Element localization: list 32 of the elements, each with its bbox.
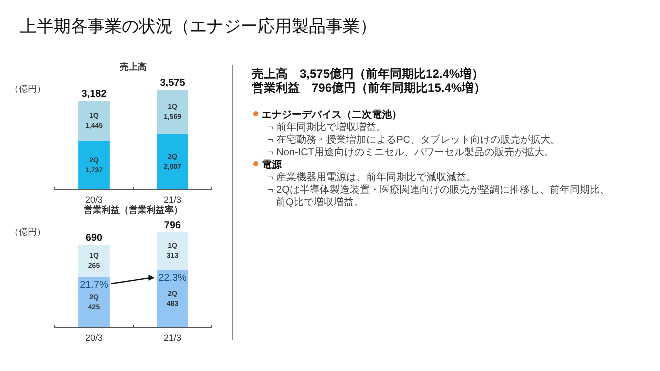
text: エナジーデバイス（二次電池） xyxy=(262,109,402,121)
bar xyxy=(157,90,188,134)
bar xyxy=(157,270,188,328)
y-axis-title: （億円） xyxy=(10,84,46,94)
x-tick-label: 20/3 xyxy=(85,333,104,343)
text: ¬ 2Qは半導体製造装置・医療関連向けの販売が堅調に推移し、前年同期比、 xyxy=(268,184,610,196)
x-tick-label: 21/3 xyxy=(164,195,182,205)
total-label: 3,575 xyxy=(160,78,186,89)
bar xyxy=(157,134,188,190)
text: 電源 xyxy=(262,159,283,171)
total-label: 690 xyxy=(86,233,104,244)
text: 前Q比で増収増益。 xyxy=(276,196,364,208)
text: ¬ 前年同期比で増収増益。 xyxy=(268,122,387,134)
bar xyxy=(78,141,110,190)
bar xyxy=(157,232,188,270)
annotation: 21.7% xyxy=(80,280,109,291)
bar xyxy=(78,245,110,277)
total-label: 796 xyxy=(164,220,182,232)
text: ¬ Non-ICT用途向けのミニセル、パワーセル製品の販売が拡大。 xyxy=(268,146,554,158)
bar xyxy=(78,101,110,142)
text: ¬ 在宅勤務・授業増加によるPC、タブレット向けの販売が拡大。 xyxy=(268,134,561,146)
text: 上半期各事業の状況（エナジー応用製品事業） xyxy=(20,17,377,36)
y-axis-title: （億円） xyxy=(10,227,46,237)
total-label: 3,182 xyxy=(82,89,108,100)
text: ¬ 産業機器用電源は、前年同期比で減収減益。 xyxy=(268,172,477,184)
x-tick-label: 20/3 xyxy=(85,195,104,205)
chart-title: 売上高 xyxy=(120,62,147,72)
chart-title: 営業利益（営業利益率） xyxy=(84,205,183,215)
x-tick-label: 21/3 xyxy=(164,333,182,343)
annotation: 22.3% xyxy=(158,273,188,284)
text: 売上高 3,575億円（前年同期比12.4%増） xyxy=(252,67,484,81)
text: 営業利益 796億円（前年同期比15.4%増） xyxy=(252,81,486,95)
